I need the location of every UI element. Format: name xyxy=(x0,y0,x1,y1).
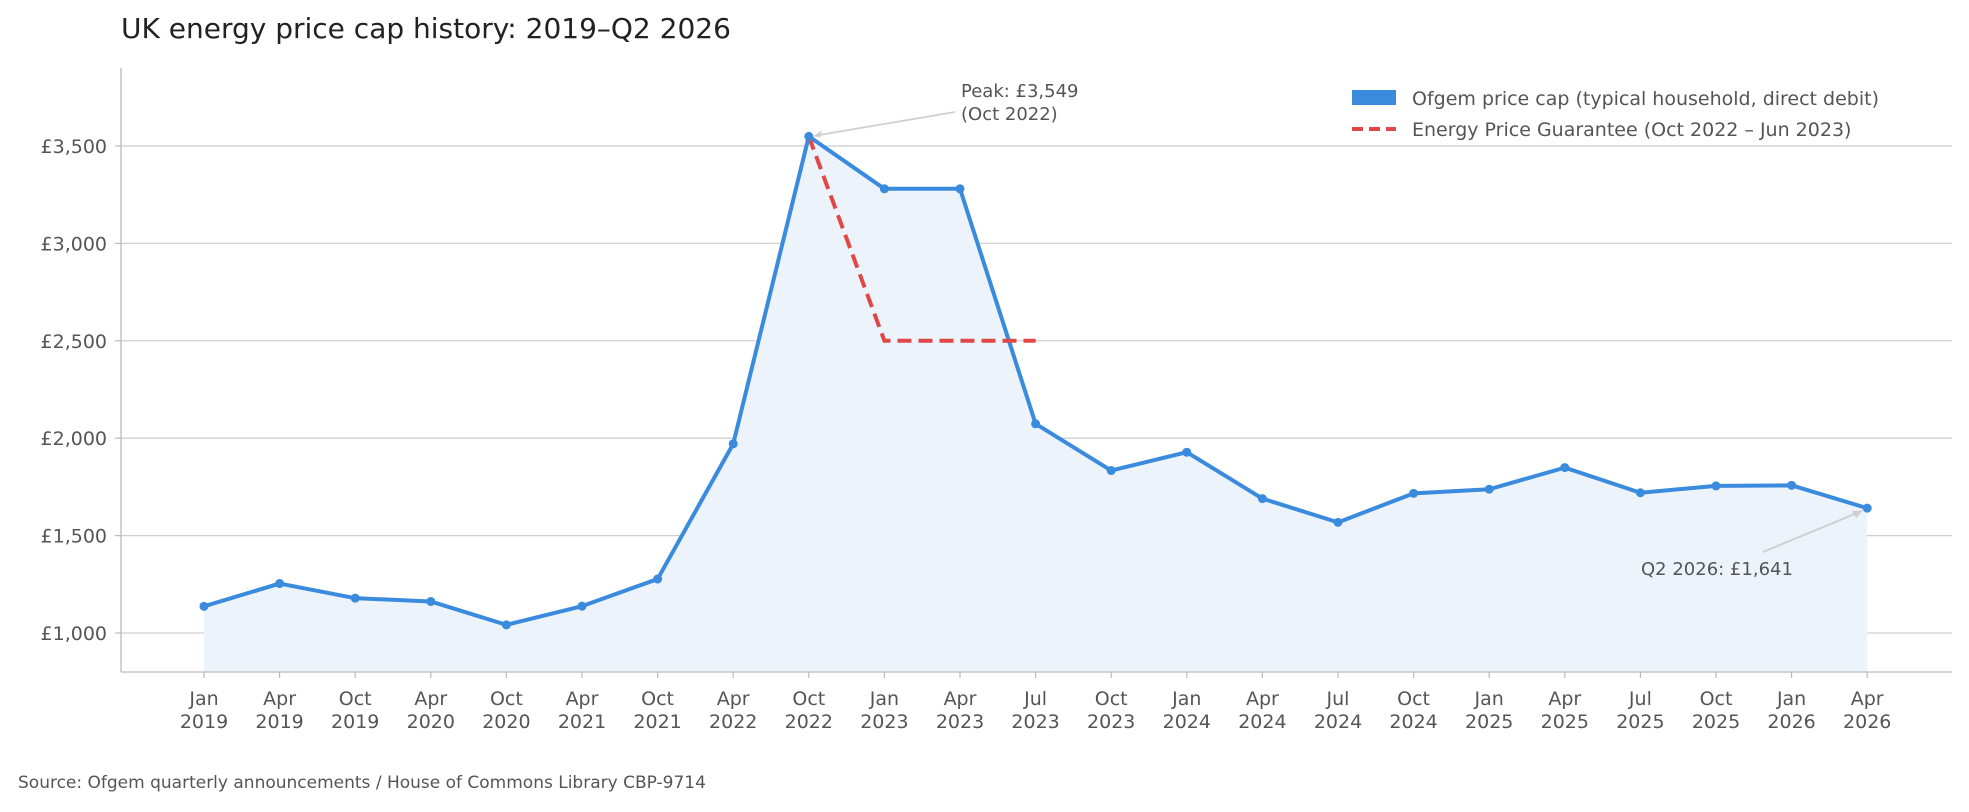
price-cap-point xyxy=(653,574,663,584)
price-cap-point xyxy=(1787,480,1797,490)
price-cap-point xyxy=(804,131,814,141)
x-tick-label: Jan 2026 xyxy=(1767,688,1815,733)
price-cap-point xyxy=(1182,447,1192,457)
price-cap-point xyxy=(879,184,889,194)
price-cap-point xyxy=(1635,488,1645,498)
x-tick-label: Apr 2026 xyxy=(1843,688,1891,733)
chart-title: UK energy price cap history: 2019–Q2 202… xyxy=(121,12,731,45)
price-cap-point xyxy=(1333,517,1343,527)
x-tick-label: Oct 2020 xyxy=(482,688,530,733)
x-tick-label: Oct 2023 xyxy=(1087,688,1135,733)
x-tick-label: Oct 2021 xyxy=(633,688,681,733)
x-tick-label: Oct 2024 xyxy=(1389,688,1437,733)
x-tick-label: Apr 2023 xyxy=(936,688,984,733)
legend-label-epg: Energy Price Guarantee (Oct 2022 – Jun 2… xyxy=(1412,119,1851,141)
x-tick-label: Jul 2024 xyxy=(1314,688,1362,733)
axes: £1,000 £1,500 £2,000 £2,500 £3,000 £3,500 Jan 2… xyxy=(41,68,1952,733)
series-markers xyxy=(199,131,1872,630)
price-cap-point xyxy=(1409,488,1419,498)
price-cap-point xyxy=(275,579,285,589)
x-tick-label: Apr 2024 xyxy=(1238,688,1286,733)
y-tick-label: £3,500 xyxy=(41,136,107,158)
y-tick-label: £2,500 xyxy=(41,331,107,353)
x-tick-label: Jan 2025 xyxy=(1465,688,1513,733)
legend: Ofgem price cap (typical household, dire… xyxy=(1352,88,1879,141)
price-cap-point xyxy=(1711,481,1721,491)
area-fill xyxy=(204,136,1868,673)
x-tick-label: Apr 2019 xyxy=(255,688,303,733)
x-tick-label: Apr 2021 xyxy=(558,688,606,733)
y-tick-label: £3,000 xyxy=(41,233,107,255)
x-tick-label: Jan 2024 xyxy=(1163,688,1211,733)
price-cap-point xyxy=(1560,463,1570,473)
x-tick-label: Apr 2020 xyxy=(407,688,455,733)
x-tick-label: Jul 2023 xyxy=(1011,688,1059,733)
x-tick-label: Jul 2025 xyxy=(1616,688,1664,733)
peak-annotation: Peak: £3,549 (Oct 2022) xyxy=(961,81,1079,125)
price-cap-point xyxy=(1484,484,1494,494)
y-tick-label: £1,500 xyxy=(41,526,107,548)
annotations: Peak: £3,549 (Oct 2022) Q2 2026: £1,641 xyxy=(812,81,1864,580)
y-tick-label: £1,000 xyxy=(41,623,107,645)
x-tick-label: Apr 2025 xyxy=(1541,688,1589,733)
price-cap-point xyxy=(1862,503,1872,513)
x-tick-label: Oct 2019 xyxy=(331,688,379,733)
price-cap-point xyxy=(1106,466,1116,476)
epg-line xyxy=(806,135,1036,343)
price-cap-point xyxy=(1031,419,1041,429)
x-tick-label: Apr 2022 xyxy=(709,688,757,733)
price-cap-point xyxy=(577,601,587,611)
price-cap-point xyxy=(728,439,738,449)
q2-arrow xyxy=(1762,511,1860,553)
source-note: Source: Ofgem quarterly announcements / … xyxy=(18,773,706,793)
price-cap-point xyxy=(199,601,209,611)
x-tick-label: Jan 2023 xyxy=(860,688,908,733)
price-cap-point xyxy=(501,620,511,630)
price-cap-area xyxy=(204,136,1868,673)
x-tick-label: Oct 2025 xyxy=(1692,688,1740,733)
x-tick-label: Jan 2019 xyxy=(180,688,228,733)
price-cap-point xyxy=(426,596,436,606)
price-cap-point xyxy=(955,184,965,194)
legend-label-price-cap: Ofgem price cap (typical household, dire… xyxy=(1412,88,1879,110)
q2-annotation: Q2 2026: £1,641 xyxy=(1641,559,1793,580)
q2-arrowhead xyxy=(1852,510,1864,519)
y-tick-label: £2,000 xyxy=(41,428,107,450)
peak-arrowhead xyxy=(812,130,822,138)
price-cap-point xyxy=(1257,494,1267,504)
x-tick-label: Oct 2022 xyxy=(785,688,833,733)
legend-swatch-price-cap xyxy=(1352,90,1396,105)
peak-arrow xyxy=(816,111,956,137)
price-cap-point xyxy=(350,593,360,603)
